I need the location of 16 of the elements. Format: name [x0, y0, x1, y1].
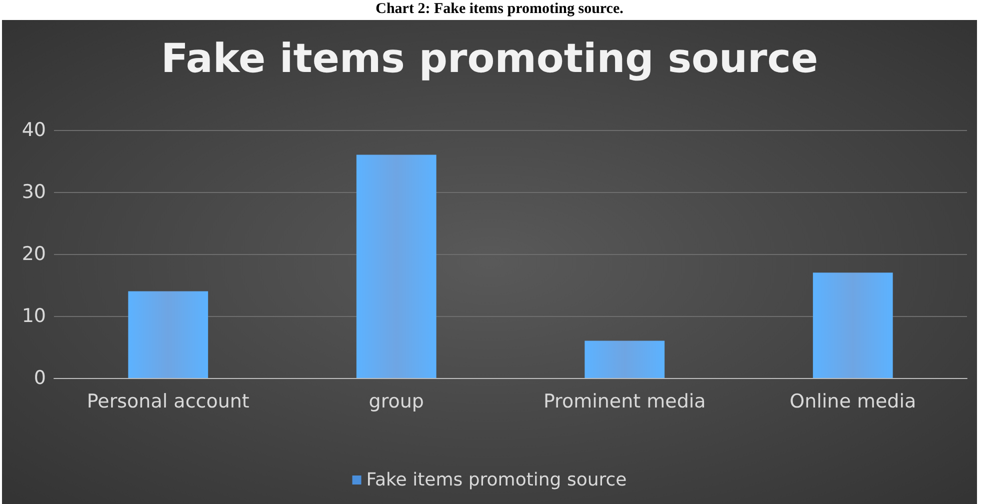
x-tick-label: Prominent media: [543, 390, 706, 412]
caption: Chart 2: Fake items promoting source.: [374, 0, 624, 19]
bar: [356, 154, 436, 378]
y-tick-label: 40: [22, 119, 46, 141]
bar: [584, 340, 665, 378]
y-tick-label: 30: [22, 181, 46, 203]
y-tick-label: 20: [22, 243, 46, 265]
x-tick-label: group: [368, 390, 424, 412]
x-tick-label: Personal account: [86, 390, 250, 412]
y-tick-label: 0: [34, 367, 46, 389]
bar: [128, 291, 208, 378]
y-tick-label: 10: [22, 305, 46, 327]
x-tick-label: Online media: [790, 390, 916, 412]
legend-label: Fake items promoting source: [366, 470, 627, 490]
chart-title: Fake items promoting source: [160, 36, 818, 82]
bar: [812, 272, 893, 378]
